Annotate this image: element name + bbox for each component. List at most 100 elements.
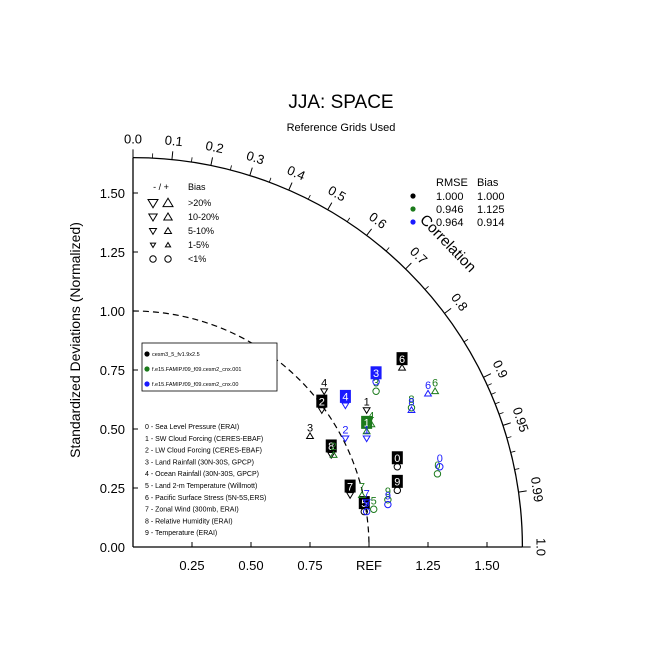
data-point: 2 bbox=[341, 425, 350, 443]
y-tick-label: 1.25 bbox=[100, 245, 125, 260]
data-point-marker bbox=[319, 388, 329, 396]
data-point-label: 6 bbox=[425, 380, 431, 392]
bias-legend-tri-up bbox=[164, 241, 172, 248]
x-tick-label: 0.50 bbox=[238, 558, 263, 573]
data-point-marker bbox=[341, 435, 350, 443]
rmse-case-dot bbox=[410, 193, 416, 199]
corr-tick-mark bbox=[502, 422, 511, 426]
data-point-label: 7 bbox=[347, 481, 353, 493]
data-point: 5 bbox=[370, 495, 378, 513]
bias-legend-tri-up bbox=[162, 212, 174, 221]
bias-legend-tri-up bbox=[162, 197, 174, 208]
bias-legend-sign-header: - / + bbox=[153, 182, 169, 192]
data-point: 5 bbox=[362, 498, 371, 516]
bias-legend-tri-down bbox=[148, 228, 158, 236]
data-point-label: 0 bbox=[394, 453, 400, 465]
data-point: 7 bbox=[344, 479, 356, 500]
data-point-label: 5 bbox=[361, 498, 367, 510]
data-point-label: 1 bbox=[364, 425, 370, 437]
corr-tick-label: 0.2 bbox=[204, 138, 225, 156]
data-point: 8 bbox=[407, 396, 416, 414]
corr-tick-label: 0.0 bbox=[124, 131, 142, 146]
variable-legend: 0 - Sea Level Pressure (ERAI) 1 - SW Clou… bbox=[145, 424, 266, 537]
data-point-marker bbox=[384, 496, 392, 504]
data-point: 0 bbox=[433, 460, 442, 478]
data-point: 3 bbox=[370, 366, 382, 386]
chart-subtitle: Reference Grids Used bbox=[287, 122, 396, 134]
y-tick-label: 0.75 bbox=[100, 363, 125, 378]
rmse-case-dot bbox=[410, 206, 416, 212]
data-point-label: 6 bbox=[399, 354, 405, 366]
bias-legend-tri-down bbox=[147, 213, 159, 222]
corr-minor-tick bbox=[346, 217, 351, 223]
data-point-label: 5 bbox=[371, 495, 377, 507]
corr-minor-tick bbox=[506, 436, 512, 439]
case-legend: cesm3_5_fv1.9x2.5 f.e15.FAMIP.f09_f09.ces… bbox=[141, 342, 278, 392]
bias-legend: - / + Bias >20% 10-20% 5-10% 1-5% <1% bbox=[147, 182, 219, 264]
corr-tick-label: 0.4 bbox=[285, 162, 308, 183]
data-point-marker bbox=[357, 490, 367, 499]
data-point: 9 bbox=[384, 486, 392, 504]
data-point-marker bbox=[423, 389, 433, 397]
data-point-label-box bbox=[344, 479, 356, 493]
case-legend-box bbox=[141, 342, 278, 392]
case-legend-dot bbox=[144, 366, 150, 372]
data-point-label: 2 bbox=[331, 441, 337, 453]
x-tick-label: REF bbox=[356, 558, 382, 573]
data-point-label: 9 bbox=[385, 491, 391, 503]
bias-legend-tri-down bbox=[149, 242, 157, 249]
corr-minor-tick bbox=[487, 383, 492, 386]
corr-tick-mark bbox=[444, 308, 452, 314]
axis-ticks: 0.25 0.50 0.75 REF 1.25 1.50 0.00 0.25 0.50 0.75 1… bbox=[100, 186, 500, 573]
data-point-marker bbox=[345, 492, 355, 500]
variable-legend-item: 0 - Sea Level Pressure (ERAI) bbox=[145, 424, 239, 431]
data-point-marker bbox=[362, 499, 371, 507]
data-point: 1 bbox=[362, 425, 371, 443]
corr-tick-mark bbox=[483, 373, 492, 378]
y-tick-label: 1.00 bbox=[100, 304, 125, 319]
corr-minor-tick bbox=[385, 247, 390, 252]
corr-tick-mark bbox=[210, 157, 214, 166]
corr-tick-mark bbox=[405, 262, 412, 270]
y-tick-label: 0.50 bbox=[100, 422, 125, 437]
data-point-marker bbox=[430, 387, 440, 395]
data-point: 9 bbox=[384, 491, 392, 509]
corr-tick-mark bbox=[366, 228, 372, 236]
data-point: 3 bbox=[305, 422, 315, 440]
data-point: 7 bbox=[357, 481, 367, 499]
data-point-label: 2 bbox=[342, 425, 348, 437]
data-point-label: 8 bbox=[408, 394, 414, 406]
rmse-value: 0.946 bbox=[436, 204, 464, 216]
data-point-label: 7 bbox=[364, 488, 370, 500]
case-legend-name: f.e15.FAMIP.f09_f09.cesm2_cnx.001 bbox=[152, 367, 241, 373]
data-point-label: 0 bbox=[434, 460, 440, 472]
case-legend-name: cesm3_5_fv1.9x2.5 bbox=[152, 352, 200, 358]
data-point-label: 0 bbox=[437, 453, 443, 465]
data-point-label: 5 bbox=[364, 498, 370, 510]
data-point-marker bbox=[317, 407, 327, 415]
corr-minor-tick bbox=[514, 468, 520, 470]
x-tick-label: 0.25 bbox=[179, 558, 204, 573]
data-point-label: 4 bbox=[342, 392, 348, 404]
data-point-label: 8 bbox=[408, 396, 414, 408]
corr-minor-tick bbox=[268, 177, 272, 183]
variable-legend-item: 7 - Zonal Wind (300mb, ERAI) bbox=[145, 507, 239, 514]
data-point-label: 3 bbox=[373, 368, 379, 380]
data-point-marker bbox=[326, 452, 336, 460]
data-point: 1 bbox=[361, 415, 373, 435]
data-point-label: 8 bbox=[328, 441, 334, 453]
corr-tick-label: 0.1 bbox=[164, 132, 183, 149]
case-legend-name: f.e15.FAMIP.f09_f09.cesm2_cnx.00 bbox=[152, 382, 238, 388]
variable-legend-item: 8 - Relative Humidity (ERAI) bbox=[145, 518, 233, 525]
data-point: 0 bbox=[391, 451, 403, 471]
data-point-label-box bbox=[391, 451, 403, 465]
data-point: 7 bbox=[362, 488, 371, 507]
data-point: 8 bbox=[407, 394, 416, 412]
data-point: 3 bbox=[372, 377, 380, 395]
variable-legend-item: 1 - SW Cloud Forcing (CERES-EBAF) bbox=[145, 436, 263, 443]
variable-legend-item: 4 - Ocean Rainfall (30N-30S, GPCP) bbox=[145, 471, 259, 478]
corr-minor-tick bbox=[463, 339, 469, 343]
bias-legend-label: 1-5% bbox=[188, 240, 209, 250]
variable-legend-item: 3 - Land Rainfall (30N-30S, GPCP) bbox=[145, 459, 254, 466]
